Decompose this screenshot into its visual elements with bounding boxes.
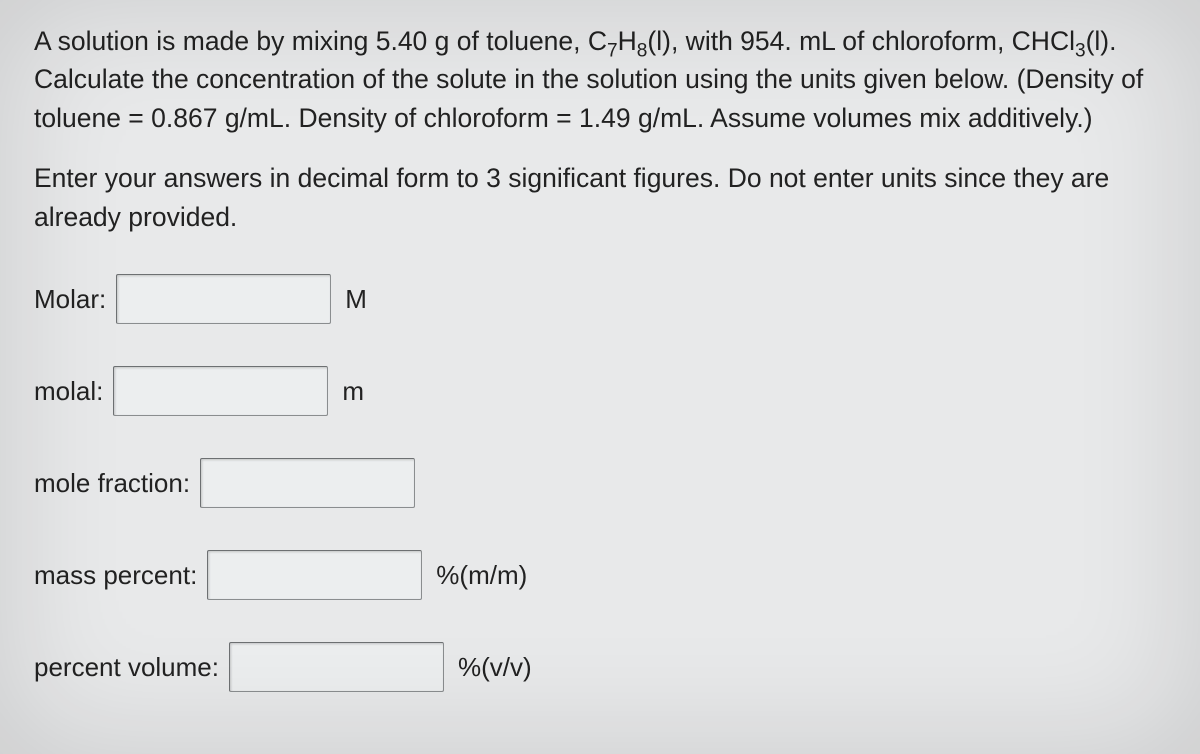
row-mole-fraction: mole fraction: (34, 458, 1172, 508)
label-mole-fraction: mole fraction: (34, 468, 190, 499)
row-percent-volume: percent volume: %(v/v) (34, 642, 1172, 692)
input-mass-percent[interactable] (207, 550, 422, 600)
label-molal: molal: (34, 376, 103, 407)
row-molar: Molar: M (34, 274, 1172, 324)
label-mass-percent: mass percent: (34, 560, 197, 591)
input-molar[interactable] (116, 274, 331, 324)
label-percent-volume: percent volume: (34, 652, 219, 683)
question-text: A solution is made by mixing 5.40 g of t… (34, 22, 1172, 137)
unit-mass-percent: %(m/m) (436, 560, 527, 591)
row-molal: molal: m (34, 366, 1172, 416)
row-mass-percent: mass percent: %(m/m) (34, 550, 1172, 600)
input-mole-fraction[interactable] (200, 458, 415, 508)
unit-molar: M (345, 284, 367, 315)
unit-molal: m (342, 376, 364, 407)
instructions-text: Enter your answers in decimal form to 3 … (34, 159, 1172, 236)
unit-percent-volume: %(v/v) (458, 652, 532, 683)
input-percent-volume[interactable] (229, 642, 444, 692)
label-molar: Molar: (34, 284, 106, 315)
input-molal[interactable] (113, 366, 328, 416)
